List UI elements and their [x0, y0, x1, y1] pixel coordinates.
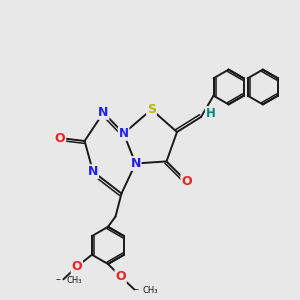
Text: O: O [181, 175, 192, 188]
Text: –: – [56, 274, 60, 284]
Text: CH₃: CH₃ [143, 286, 158, 295]
Text: O: O [55, 131, 65, 145]
Text: N: N [88, 165, 98, 178]
Text: N: N [130, 157, 141, 170]
Text: –: – [134, 284, 138, 295]
Text: O: O [72, 260, 82, 273]
Text: N: N [98, 106, 109, 119]
Text: S: S [147, 103, 156, 116]
Text: N: N [118, 127, 129, 140]
Text: O: O [115, 270, 126, 283]
Text: CH₃: CH₃ [66, 276, 82, 285]
Text: H: H [206, 107, 215, 120]
